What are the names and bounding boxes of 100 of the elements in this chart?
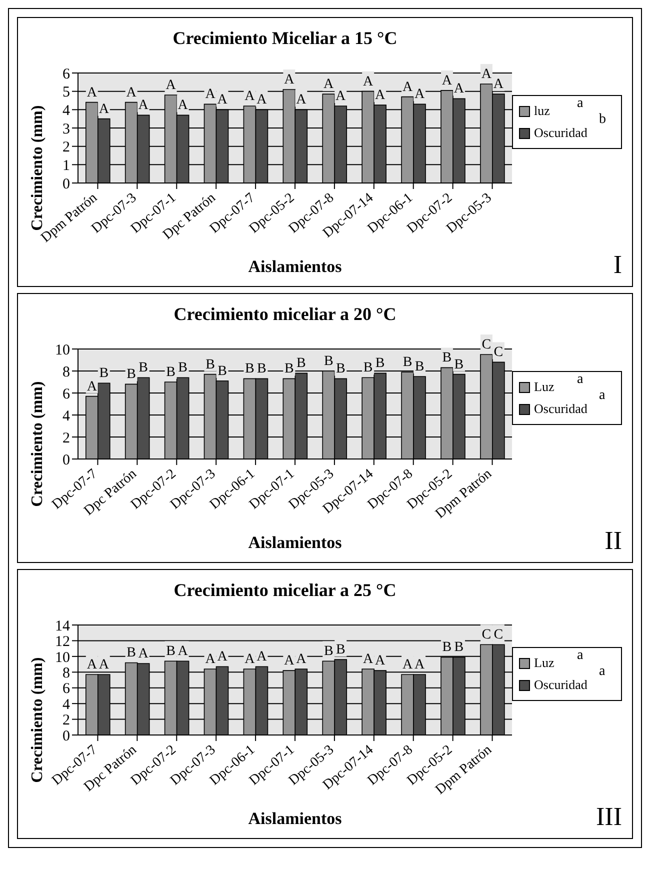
text: a <box>577 372 584 388</box>
y-tick-label: 6 <box>62 386 70 402</box>
data-label: A <box>98 102 110 117</box>
data-label: A <box>336 89 347 104</box>
y-tick-label: 10 <box>55 650 70 666</box>
data-label: A <box>217 650 228 665</box>
data-label: B <box>284 362 294 377</box>
data-label: A <box>138 646 150 662</box>
data-label: B <box>138 360 148 376</box>
data-label: A <box>363 74 374 90</box>
y-tick-label: 0 <box>62 176 70 192</box>
data-label: A <box>414 87 426 102</box>
y-tick-label: 4 <box>62 696 70 713</box>
y-tick-label: 2 <box>62 430 70 446</box>
y-axis-title: Crecimiento (mm) <box>29 381 47 507</box>
data-label: B <box>99 366 109 382</box>
data-label: A <box>178 98 189 114</box>
data-label: A <box>256 92 268 108</box>
text: a <box>577 648 584 664</box>
data-label: B <box>178 360 188 376</box>
y-tick-label: 0 <box>62 728 70 744</box>
data-label: B <box>442 640 452 656</box>
data-label: A <box>481 67 492 82</box>
data-label: B <box>454 357 464 372</box>
data-label: A <box>402 80 414 95</box>
data-label: B <box>363 360 373 376</box>
chart-title: Crecimiento Miceliar a 15 °C <box>172 28 398 49</box>
y-tick-label: 12 <box>55 634 70 650</box>
data-label: B <box>414 360 424 374</box>
data-label: A <box>178 644 189 660</box>
data-label: B <box>296 356 306 372</box>
y-tick-label: 3 <box>62 121 70 138</box>
data-label: B <box>454 640 464 656</box>
data-label: A <box>256 650 268 665</box>
data-label: A <box>86 85 98 100</box>
y-tick-label: 1 <box>62 158 70 174</box>
text: b <box>599 112 606 128</box>
y-tick-label: 8 <box>62 364 70 380</box>
text: II <box>604 526 622 556</box>
chart-title: Crecimiento miceliar a 20 °C <box>172 304 398 325</box>
data-label: A <box>414 658 426 672</box>
data-label: A <box>244 652 256 667</box>
legend-label: Oscuridad <box>534 125 588 141</box>
data-label: A <box>217 92 228 108</box>
y-tick-label: 14 <box>55 618 70 634</box>
text: a <box>599 388 606 404</box>
data-label: A <box>166 78 177 93</box>
data-label: A <box>363 652 374 667</box>
data-label: B <box>218 364 227 379</box>
text: a <box>577 96 584 112</box>
data-label: A <box>138 98 150 114</box>
y-tick-label: 6 <box>62 66 70 82</box>
data-label: A <box>454 82 465 97</box>
data-label: A <box>324 77 335 92</box>
data-label: A <box>296 92 308 108</box>
legend-label: Oscuridad <box>534 401 588 417</box>
text: I <box>613 250 622 280</box>
y-tick-label: 2 <box>62 140 70 156</box>
data-label: B <box>126 646 136 661</box>
data-label: B <box>126 367 136 382</box>
data-label: A <box>86 379 98 394</box>
data-label: A <box>205 87 216 102</box>
y-tick-label: 6 <box>62 681 70 698</box>
x-axis-title: Aislamientos <box>248 257 342 276</box>
y-tick-label: 8 <box>62 665 70 682</box>
data-label: A <box>375 88 386 104</box>
data-label: C <box>482 628 492 643</box>
data-label: A <box>493 77 504 92</box>
legend-label: luz <box>534 103 550 119</box>
data-label: A <box>244 89 256 104</box>
data-label: A <box>86 658 98 672</box>
data-label: A <box>126 85 138 100</box>
data-label: A <box>402 658 414 672</box>
data-label: A <box>284 72 296 88</box>
x-axis-title: Aislamientos <box>248 533 342 552</box>
data-label: B <box>166 365 176 380</box>
data-label: B <box>206 357 215 372</box>
data-label: B <box>402 355 412 370</box>
chart-title: Crecimiento miceliar a 25 °C <box>172 580 398 601</box>
y-tick-label: 10 <box>55 342 70 358</box>
y-axis-title: Crecimiento (mm) <box>29 105 46 231</box>
y-axis-title: Crecimiento (mm) <box>29 657 47 783</box>
data-label: B <box>324 644 334 660</box>
y-tick-label: 4 <box>62 408 70 424</box>
data-label: B <box>442 350 452 366</box>
y-tick-label: 5 <box>62 84 70 101</box>
data-label: C <box>494 628 504 643</box>
data-label: A <box>296 652 308 667</box>
data-label: A <box>205 652 216 667</box>
data-label: A <box>284 654 296 669</box>
legend-label: Oscuridad <box>534 677 588 693</box>
data-label: B <box>324 354 334 369</box>
y-tick-label: 0 <box>62 452 70 468</box>
data-label: A <box>98 658 110 672</box>
text: a <box>599 664 606 680</box>
data-label: C <box>494 345 504 360</box>
data-label: B <box>336 362 346 377</box>
legend-label: Luz <box>534 379 554 395</box>
y-tick-label: 4 <box>62 102 70 119</box>
data-label: B <box>245 362 254 377</box>
